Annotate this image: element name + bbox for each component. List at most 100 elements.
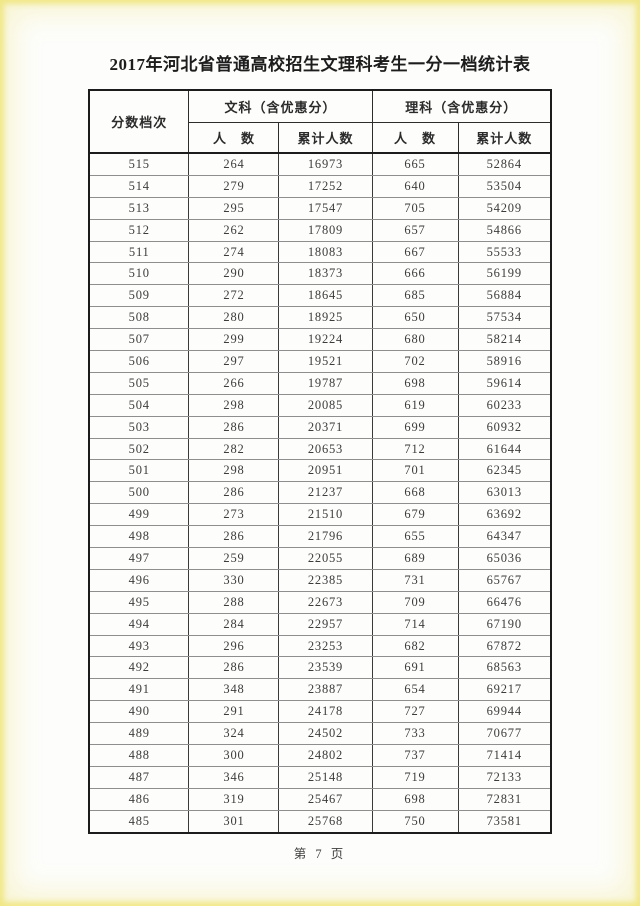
table-row: 505 266 19787 698 59614 [88, 371, 552, 395]
arts-cumulative-cell: 25768 [278, 809, 373, 834]
arts-count-cell: 330 [188, 568, 280, 592]
score-cell: 499 [88, 503, 190, 527]
arts-count-cell: 319 [188, 787, 280, 811]
score-cell: 497 [88, 547, 190, 570]
arts-cumulative-cell: 21510 [278, 503, 373, 527]
arts-cumulative-cell: 19224 [278, 328, 373, 352]
sci-cumulative-cell: 65767 [457, 568, 552, 592]
score-cell: 496 [88, 568, 190, 592]
arts-cumulative-cell: 22385 [278, 568, 373, 592]
sci-count-cell: 698 [371, 787, 459, 811]
sci-count-cell: 733 [371, 722, 459, 746]
score-cell: 486 [88, 787, 190, 811]
table-row: 488 300 24802 737 71414 [88, 744, 552, 767]
sci-count-cell: 655 [371, 525, 459, 549]
table-row: 512 262 17809 657 54866 [88, 218, 552, 242]
table-row: 513 295 17547 705 54209 [88, 196, 552, 220]
arts-cumulative-cell: 18925 [278, 306, 373, 330]
sci-cumulative-cell: 64347 [457, 525, 552, 549]
score-cell: 515 [88, 152, 190, 176]
table-row: 514 279 17252 640 53504 [88, 174, 552, 198]
arts-count-cell: 286 [188, 656, 280, 680]
sci-count-cell: 650 [371, 306, 459, 330]
arts-count-cell: 259 [188, 547, 280, 570]
header-sci-cumulative: 累计人数 [457, 122, 552, 154]
sci-cumulative-cell: 52864 [457, 152, 552, 176]
arts-count-cell: 288 [188, 590, 280, 614]
table-row: 491 348 23887 654 69217 [88, 678, 552, 702]
table-row: 501 298 20951 701 62345 [88, 459, 552, 483]
score-cell: 506 [88, 350, 190, 373]
sci-cumulative-cell: 63692 [457, 503, 552, 527]
score-cell: 507 [88, 328, 190, 352]
table-row: 493 296 23253 682 67872 [88, 634, 552, 658]
table-row: 509 272 18645 685 56884 [88, 284, 552, 308]
table-row: 515 264 16973 665 52864 [88, 152, 552, 176]
page-number: 第 7 页 [293, 846, 347, 861]
sci-cumulative-cell: 69217 [457, 678, 552, 702]
arts-cumulative-cell: 20951 [278, 459, 373, 483]
table-row: 499 273 21510 679 63692 [88, 503, 552, 527]
score-cell: 493 [88, 634, 190, 658]
arts-count-cell: 286 [188, 481, 280, 505]
sci-cumulative-cell: 55533 [457, 240, 552, 264]
sci-count-cell: 680 [371, 328, 459, 352]
score-cell: 502 [88, 437, 190, 461]
arts-count-cell: 280 [188, 306, 280, 330]
score-cell: 498 [88, 525, 190, 549]
score-cell: 501 [88, 459, 190, 483]
score-cell: 512 [88, 218, 190, 242]
table-row: 494 284 22957 714 67190 [88, 612, 552, 636]
sci-count-cell: 667 [371, 240, 459, 264]
arts-cumulative-cell: 17809 [278, 218, 373, 242]
sci-count-cell: 668 [371, 481, 459, 505]
sci-count-cell: 640 [371, 174, 459, 198]
score-cell: 511 [88, 240, 190, 264]
arts-cumulative-cell: 23539 [278, 656, 373, 680]
page-title: 2017年河北省普通高校招生文理科考生一分一档统计表 [109, 55, 531, 74]
sci-count-cell: 665 [371, 152, 459, 176]
sci-cumulative-cell: 54866 [457, 218, 552, 242]
arts-count-cell: 291 [188, 700, 280, 724]
sci-cumulative-cell: 61644 [457, 437, 552, 461]
sci-count-cell: 685 [371, 284, 459, 308]
score-cell: 510 [88, 262, 190, 286]
sci-cumulative-cell: 65036 [457, 547, 552, 570]
score-cell: 490 [88, 700, 190, 724]
arts-count-cell: 348 [188, 678, 280, 702]
table-header: 分数档次 文科（含优惠分） 理科（含优惠分） 人 数 累计人数 人 数 累计人数 [88, 89, 552, 154]
arts-count-cell: 299 [188, 328, 280, 352]
arts-cumulative-cell: 20653 [278, 437, 373, 461]
sci-count-cell: 731 [371, 568, 459, 592]
sci-cumulative-cell: 60932 [457, 415, 552, 439]
score-cell: 500 [88, 481, 190, 505]
score-cell: 503 [88, 415, 190, 439]
arts-count-cell: 301 [188, 809, 280, 834]
arts-count-cell: 284 [188, 612, 280, 636]
sci-count-cell: 619 [371, 393, 459, 417]
arts-cumulative-cell: 25467 [278, 787, 373, 811]
sci-count-cell: 682 [371, 634, 459, 658]
table-row: 490 291 24178 727 69944 [88, 700, 552, 724]
header-arts-count: 人 数 [188, 122, 280, 154]
sci-count-cell: 701 [371, 459, 459, 483]
arts-count-cell: 262 [188, 218, 280, 242]
sci-count-cell: 691 [371, 656, 459, 680]
table-row: 506 297 19521 702 58916 [88, 350, 552, 373]
arts-count-cell: 346 [188, 765, 280, 789]
table-row: 492 286 23539 691 68563 [88, 656, 552, 680]
table-row: 498 286 21796 655 64347 [88, 525, 552, 549]
arts-count-cell: 300 [188, 744, 280, 767]
score-cell: 491 [88, 678, 190, 702]
arts-cumulative-cell: 20085 [278, 393, 373, 417]
sci-count-cell: 666 [371, 262, 459, 286]
sci-cumulative-cell: 66476 [457, 590, 552, 614]
arts-cumulative-cell: 24502 [278, 722, 373, 746]
table-row: 503 286 20371 699 60932 [88, 415, 552, 439]
arts-cumulative-cell: 18083 [278, 240, 373, 264]
table-row: 504 298 20085 619 60233 [88, 393, 552, 417]
score-cell: 492 [88, 656, 190, 680]
header-sci-count: 人 数 [371, 122, 459, 154]
table-row: 507 299 19224 680 58214 [88, 328, 552, 352]
sci-count-cell: 699 [371, 415, 459, 439]
